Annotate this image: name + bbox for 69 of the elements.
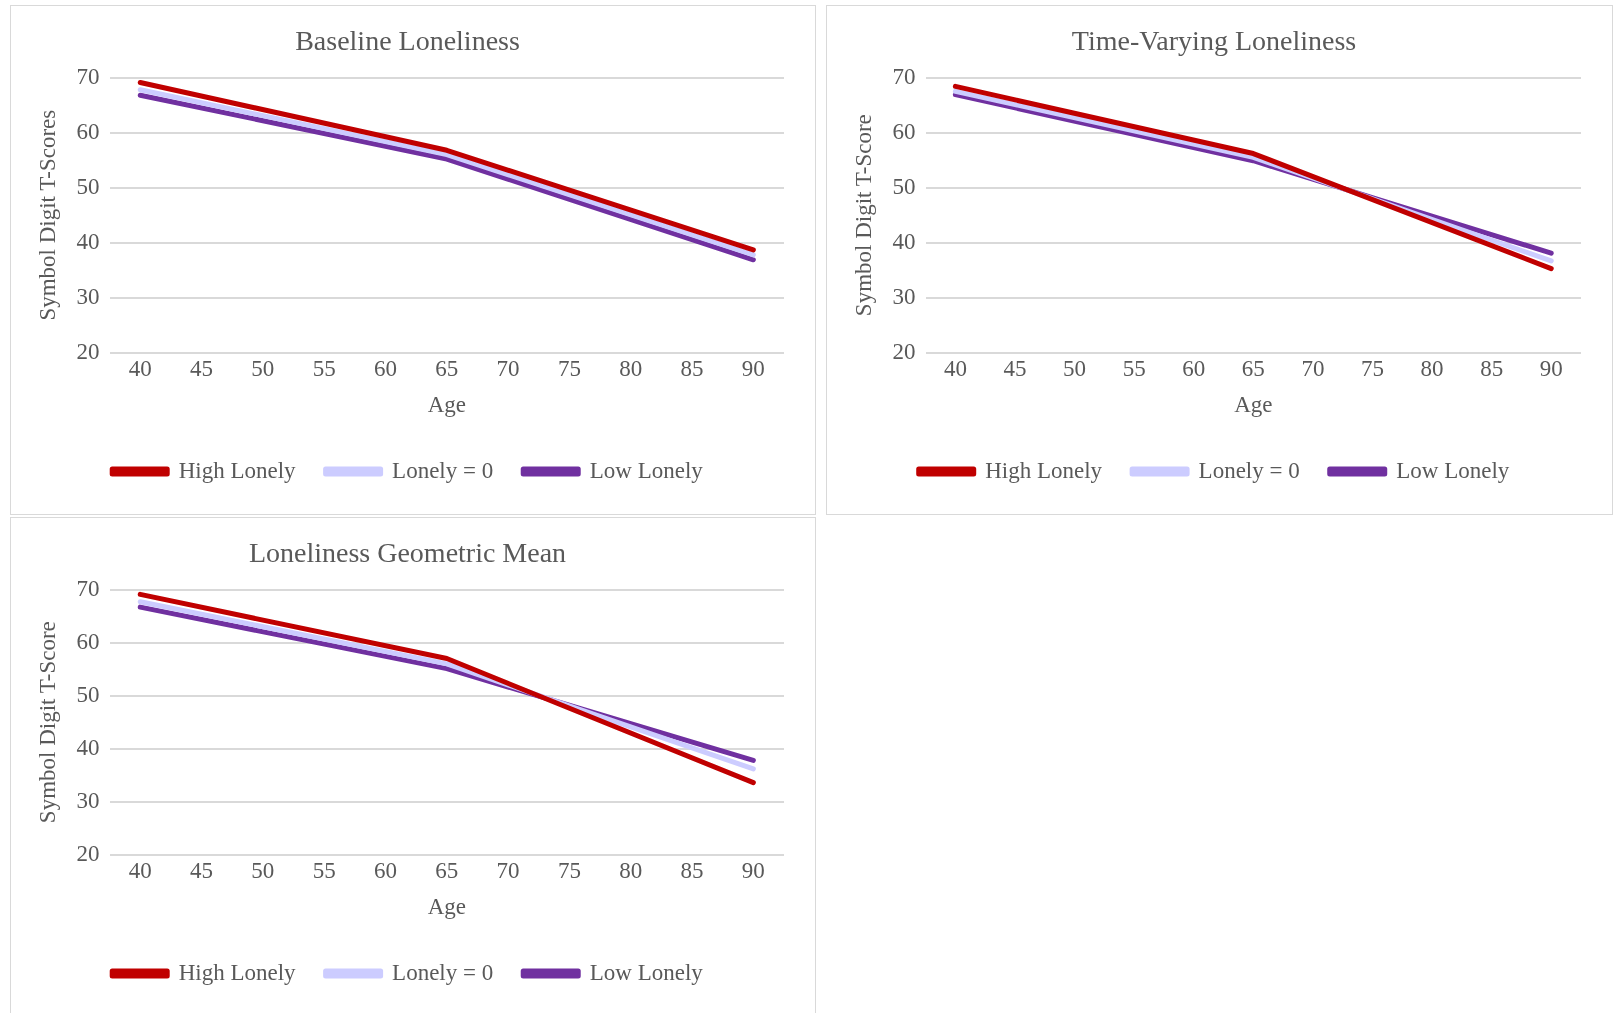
x-axis-title: Age — [427, 392, 466, 418]
y-axis-title: Symbol Digit T-Score — [34, 621, 60, 824]
chart-title: Baseline Loneliness — [295, 25, 520, 57]
x-tick-label: 50 — [251, 355, 275, 381]
x-tick-label: 40 — [128, 857, 152, 883]
x-tick-label: 75 — [557, 355, 581, 381]
y-tick-label: 20 — [892, 338, 916, 364]
x-axis-title: Age — [427, 894, 466, 920]
legend-label: Low Lonely — [589, 959, 704, 985]
legend-label: Lonely = 0 — [392, 959, 494, 985]
x-tick-label: 80 — [1420, 355, 1444, 381]
legend-label: Low Lonely — [1396, 457, 1510, 483]
y-tick-label: 60 — [892, 118, 916, 144]
x-tick-label: 85 — [680, 355, 704, 381]
legend-label: Lonely = 0 — [1198, 457, 1300, 483]
x-tick-label: 65 — [1241, 355, 1265, 381]
y-tick-label: 40 — [76, 734, 100, 760]
x-tick-label: 50 — [1063, 355, 1087, 381]
x-tick-label: 85 — [1480, 355, 1504, 381]
x-tick-label: 60 — [373, 355, 397, 381]
x-tick-label: 55 — [312, 355, 336, 381]
x-tick-label: 75 — [557, 857, 581, 883]
y-axis-title: Symbol Digit T-Scores — [34, 109, 60, 321]
y-tick-label: 60 — [76, 628, 100, 654]
x-tick-label: 65 — [435, 857, 459, 883]
x-tick-label: 70 — [496, 857, 520, 883]
x-tick-label: 90 — [1539, 355, 1563, 381]
y-tick-label: 70 — [76, 575, 100, 601]
legend-label: High Lonely — [178, 457, 297, 483]
y-tick-label: 70 — [76, 63, 100, 89]
x-tick-label: 75 — [1360, 355, 1384, 381]
y-tick-label: 30 — [76, 283, 100, 309]
x-tick-label: 45 — [190, 857, 214, 883]
y-tick-label: 70 — [892, 63, 916, 89]
x-tick-label: 40 — [128, 355, 152, 381]
x-tick-label: 40 — [943, 355, 967, 381]
legend-label: High Lonely — [178, 959, 297, 985]
x-tick-label: 80 — [619, 355, 643, 381]
y-tick-label: 40 — [892, 228, 916, 254]
x-tick-label: 90 — [741, 857, 765, 883]
legend-label: Lonely = 0 — [392, 457, 494, 483]
x-tick-label: 45 — [190, 355, 214, 381]
y-tick-label: 30 — [892, 283, 916, 309]
y-tick-label: 40 — [76, 228, 100, 254]
y-axis-title: Symbol Digit T-Score — [850, 114, 876, 317]
x-tick-label: 85 — [680, 857, 704, 883]
x-tick-label: 70 — [496, 355, 520, 381]
x-tick-label: 60 — [373, 857, 397, 883]
x-tick-label: 65 — [435, 355, 459, 381]
y-tick-label: 60 — [76, 118, 100, 144]
x-tick-label: 55 — [1122, 355, 1146, 381]
x-tick-label: 60 — [1182, 355, 1206, 381]
chart-title: Time-Varying Loneliness — [1071, 25, 1357, 57]
y-tick-label: 50 — [76, 173, 100, 199]
legend-label: High Lonely — [985, 457, 1103, 483]
x-tick-label: 50 — [251, 857, 275, 883]
y-tick-label: 50 — [892, 173, 916, 199]
x-tick-label: 80 — [619, 857, 643, 883]
x-tick-label: 45 — [1003, 355, 1027, 381]
y-tick-label: 20 — [76, 338, 100, 364]
y-tick-label: 50 — [76, 681, 100, 707]
y-tick-label: 20 — [76, 840, 100, 866]
x-tick-label: 55 — [312, 857, 336, 883]
chart-title: Loneliness Geometric Mean — [248, 537, 567, 569]
y-tick-label: 30 — [76, 787, 100, 813]
x-tick-label: 70 — [1301, 355, 1325, 381]
x-tick-label: 90 — [741, 355, 765, 381]
legend-label: Low Lonely — [589, 457, 704, 483]
x-axis-title: Age — [1234, 392, 1273, 418]
